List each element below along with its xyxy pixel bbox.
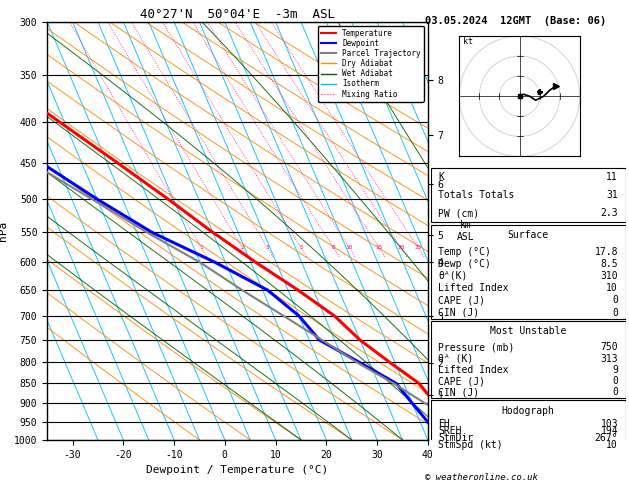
Text: CIN (J): CIN (J) [438, 308, 479, 317]
Text: SREH: SREH [438, 426, 462, 436]
Text: 750: 750 [601, 342, 618, 352]
Y-axis label: km
ASL: km ASL [457, 220, 474, 242]
Text: 1: 1 [199, 245, 203, 250]
Text: PW (cm): PW (cm) [438, 208, 479, 218]
Bar [431, 225, 626, 319]
Text: LCL: LCL [430, 389, 444, 398]
X-axis label: Dewpoint / Temperature (°C): Dewpoint / Temperature (°C) [147, 465, 328, 475]
Text: 03.05.2024  12GMT  (Base: 06): 03.05.2024 12GMT (Base: 06) [425, 16, 606, 26]
Text: 3: 3 [265, 245, 269, 250]
Text: EH: EH [438, 419, 450, 430]
Text: kt: kt [464, 37, 473, 46]
Text: StmSpd (kt): StmSpd (kt) [438, 440, 503, 450]
Text: StmDir: StmDir [438, 433, 474, 443]
Text: 0: 0 [612, 308, 618, 317]
Text: Most Unstable: Most Unstable [490, 326, 567, 336]
Text: 11: 11 [606, 172, 618, 182]
Bar [431, 321, 626, 398]
Bar [431, 400, 626, 448]
Text: 20: 20 [397, 245, 404, 250]
Text: CIN (J): CIN (J) [438, 387, 479, 398]
Text: Surface: Surface [508, 230, 549, 240]
Text: Lifted Index: Lifted Index [438, 283, 509, 293]
Text: 0: 0 [612, 295, 618, 305]
Text: 25: 25 [415, 245, 422, 250]
Text: 0: 0 [612, 376, 618, 386]
Text: 9: 9 [612, 365, 618, 375]
Text: 2.3: 2.3 [601, 208, 618, 218]
Text: 313: 313 [601, 353, 618, 364]
Text: 103: 103 [601, 419, 618, 430]
Text: 310: 310 [601, 271, 618, 281]
Text: Temp (°C): Temp (°C) [438, 246, 491, 257]
Text: θᴬ (K): θᴬ (K) [438, 353, 474, 364]
Text: 5: 5 [299, 245, 303, 250]
Text: 31: 31 [606, 191, 618, 200]
Text: 267°: 267° [594, 433, 618, 443]
Text: 8: 8 [331, 245, 335, 250]
Text: 10: 10 [606, 440, 618, 450]
Text: 17.8: 17.8 [594, 246, 618, 257]
Text: Totals Totals: Totals Totals [438, 191, 515, 200]
Title: 40°27'N  50°04'E  -3m  ASL: 40°27'N 50°04'E -3m ASL [140, 8, 335, 21]
Text: θᴬ(K): θᴬ(K) [438, 271, 468, 281]
Text: Dewp (°C): Dewp (°C) [438, 259, 491, 269]
Y-axis label: hPa: hPa [0, 221, 8, 241]
Text: 194: 194 [601, 426, 618, 436]
Text: 10: 10 [606, 283, 618, 293]
Text: 2: 2 [240, 245, 244, 250]
Text: Pressure (mb): Pressure (mb) [438, 342, 515, 352]
Legend: Temperature, Dewpoint, Parcel Trajectory, Dry Adiabat, Wet Adiabat, Isotherm, Mi: Temperature, Dewpoint, Parcel Trajectory… [318, 26, 424, 102]
Text: Lifted Index: Lifted Index [438, 365, 509, 375]
Text: 15: 15 [376, 245, 383, 250]
Text: 0: 0 [612, 387, 618, 398]
Text: 10: 10 [345, 245, 353, 250]
Text: © weatheronline.co.uk: © weatheronline.co.uk [425, 473, 538, 482]
Text: CAPE (J): CAPE (J) [438, 295, 486, 305]
Text: K: K [438, 172, 444, 182]
Bar [431, 168, 626, 223]
Text: Hodograph: Hodograph [502, 406, 555, 416]
Text: CAPE (J): CAPE (J) [438, 376, 486, 386]
Text: 8.5: 8.5 [601, 259, 618, 269]
